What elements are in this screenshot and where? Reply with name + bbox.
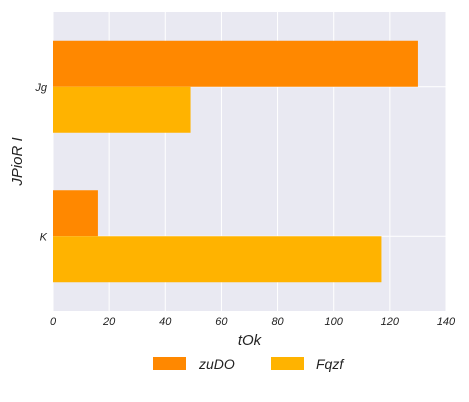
legend-swatch-zudo xyxy=(153,357,186,370)
x-tick-label-20: 20 xyxy=(102,316,116,328)
y-tick-label-jg: Jg xyxy=(34,82,48,94)
y-axis-title: JPioR I xyxy=(9,137,26,186)
legend-label-fqzf: Fqzf xyxy=(316,356,345,372)
bars xyxy=(53,40,418,283)
bar-zudo-jg xyxy=(53,40,418,87)
x-tick-label-140: 140 xyxy=(437,316,456,328)
y-tick-label-k: K xyxy=(40,231,48,243)
x-tick-label-60: 60 xyxy=(215,316,228,328)
x-tick-label-100: 100 xyxy=(325,316,344,328)
x-tick-label-40: 40 xyxy=(159,316,172,328)
legend-label-zudo: zuDO xyxy=(198,356,235,372)
x-tick-label-0: 0 xyxy=(50,316,57,328)
legend: zuDO Fqzf xyxy=(153,356,345,372)
x-tick-label-120: 120 xyxy=(381,316,400,328)
bar-zudo-k xyxy=(53,190,98,237)
y-tick-labels: Jg K xyxy=(34,82,48,244)
x-tick-label-80: 80 xyxy=(271,316,284,328)
x-tick-labels: 0 20 40 60 80 100 120 140 xyxy=(50,316,456,328)
x-axis-title: tOk xyxy=(238,332,263,349)
legend-swatch-fqzf xyxy=(271,357,304,370)
bar-fqzf-k xyxy=(53,236,382,283)
bar-fqzf-jg xyxy=(53,86,191,133)
